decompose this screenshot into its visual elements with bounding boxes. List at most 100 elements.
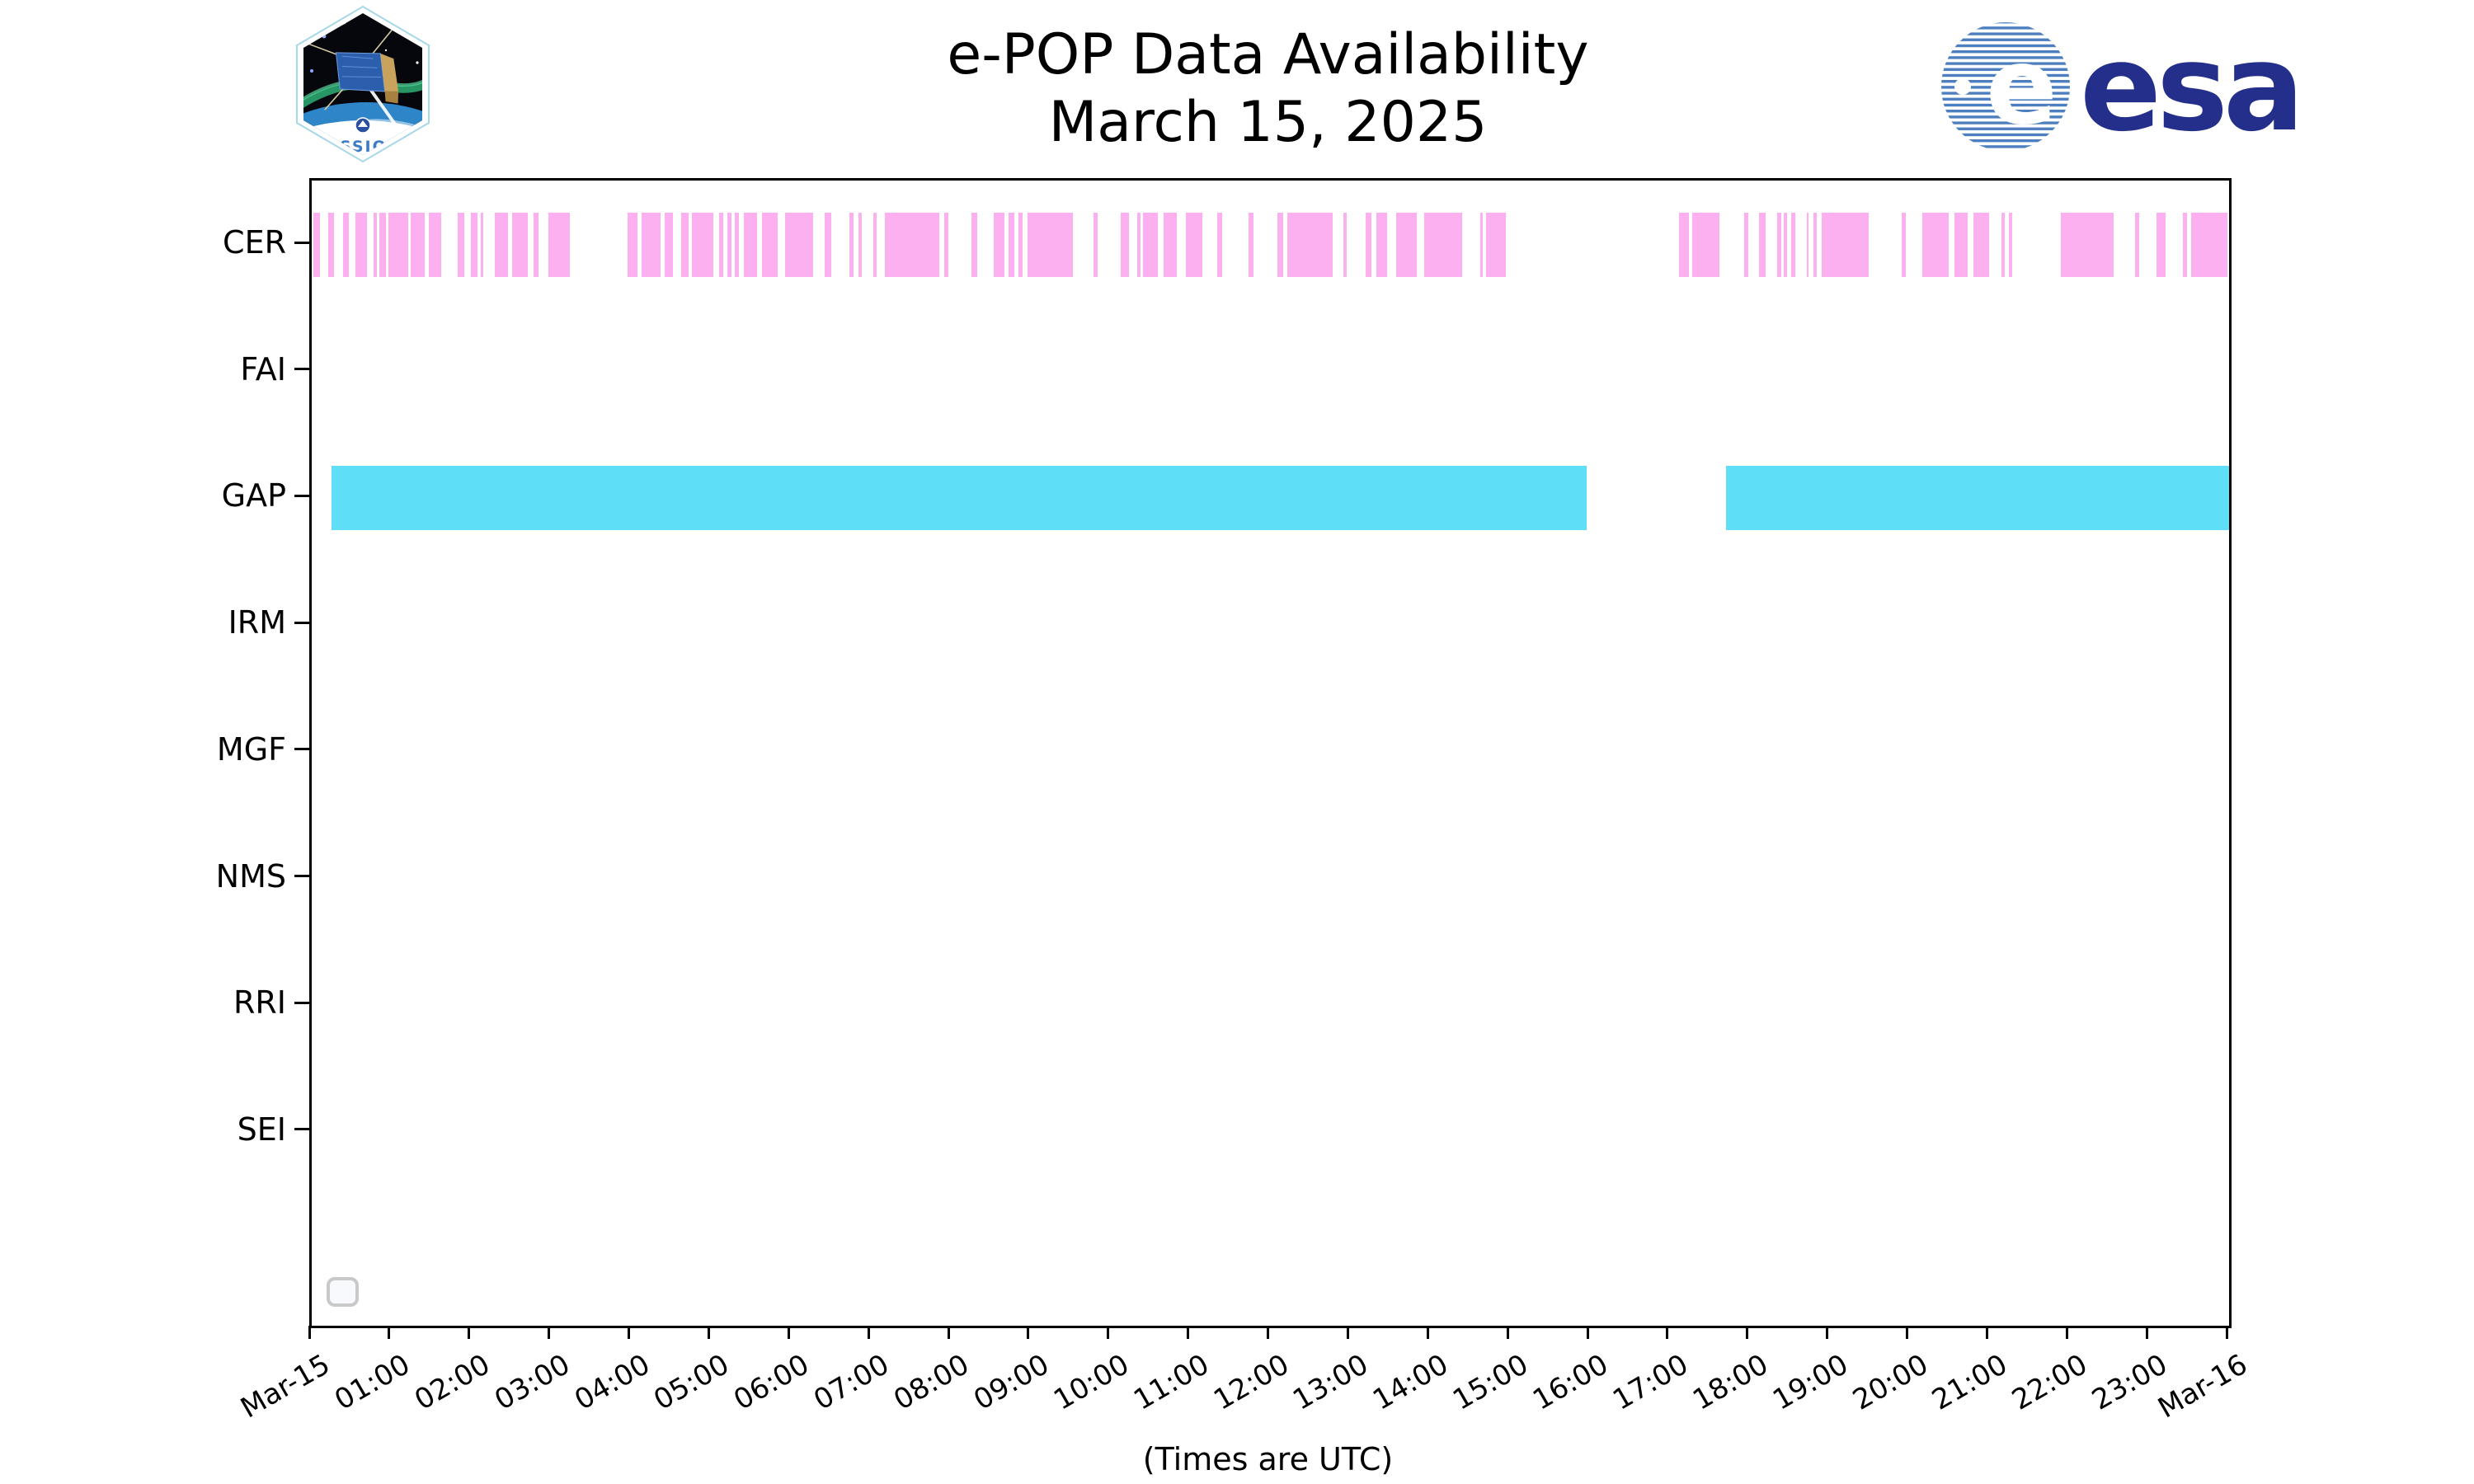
x-tick-20:00: [1906, 1326, 1908, 1339]
x-tick-Mar-15: [308, 1326, 311, 1339]
x-axis-label-17:00: 17:00: [1607, 1348, 1694, 1417]
availability-bar-CER: [692, 213, 714, 277]
availability-bar-CER: [2182, 213, 2187, 277]
availability-bar-CER: [512, 213, 528, 277]
y-axis-label-SEI: SEI: [237, 1111, 286, 1148]
availability-bar-CER: [411, 213, 425, 277]
availability-bar-CER: [494, 213, 509, 277]
x-axis-label-19:00: 19:00: [1766, 1348, 1854, 1417]
x-tick-13:00: [1346, 1326, 1349, 1339]
availability-bar-CER: [1743, 213, 1748, 277]
availability-bar-CER: [373, 213, 378, 277]
y-tick-GAP: [294, 494, 309, 497]
x-axis-label-15:00: 15:00: [1447, 1348, 1535, 1417]
x-axis-caption: (Times are UTC): [1142, 1441, 1394, 1477]
availability-bar-CER: [534, 213, 539, 277]
y-axis-label-IRM: IRM: [228, 604, 286, 641]
availability-bar-CER: [313, 213, 320, 277]
availability-bar-CER: [1678, 213, 1690, 277]
availability-bar-CER: [642, 213, 661, 277]
availability-bar-CER: [1954, 213, 1968, 277]
esa-wordmark: esa: [2080, 21, 2299, 157]
availability-bar-CER: [429, 213, 441, 277]
availability-bar-CER: [1216, 213, 1223, 277]
availability-bar-CER: [1277, 213, 1283, 277]
y-tick-RRI: [294, 1001, 309, 1004]
x-tick-03:00: [548, 1326, 551, 1339]
availability-bar-CER: [1395, 213, 1417, 277]
y-tick-MGF: [294, 748, 309, 751]
x-tick-11:00: [1187, 1326, 1190, 1339]
x-axis-label-09:00: 09:00: [968, 1348, 1055, 1417]
availability-bar-CER: [388, 213, 409, 277]
availability-bar-CER: [2156, 213, 2166, 277]
availability-bar-CER: [858, 213, 862, 277]
y-tick-NMS: [294, 875, 309, 877]
x-tick-05:00: [707, 1326, 710, 1339]
availability-bar-CER: [1486, 213, 1507, 277]
availability-bar-CER: [727, 213, 731, 277]
x-axis-label-Mar-16: Mar-16: [2152, 1348, 2253, 1425]
x-tick-Mar-16: [2225, 1326, 2228, 1339]
availability-bar-CER: [328, 213, 335, 277]
x-tick-19:00: [1826, 1326, 1829, 1339]
x-tick-02:00: [468, 1326, 471, 1339]
x-tick-10:00: [1107, 1326, 1110, 1339]
x-axis-label-20:00: 20:00: [1846, 1348, 1934, 1417]
x-axis-label-Mar-15: Mar-15: [235, 1348, 336, 1425]
availability-bar-CER: [1028, 213, 1074, 277]
availability-bar-CER: [1286, 213, 1333, 277]
x-tick-15:00: [1506, 1326, 1509, 1339]
cassiope-mission-patch-icon: CASSIOPE: [296, 5, 430, 163]
x-tick-08:00: [947, 1326, 950, 1339]
y-tick-FAI: [294, 368, 309, 371]
availability-bar-CER: [665, 213, 673, 277]
availability-bar-CER: [2134, 213, 2139, 277]
availability-bar-GAP: [332, 466, 1587, 531]
x-tick-21:00: [1985, 1326, 1988, 1339]
availability-bar-CER: [481, 213, 484, 277]
y-axis-label-RRI: RRI: [233, 984, 286, 1021]
availability-bar-CER: [1759, 213, 1766, 277]
availability-bar-CER: [1973, 213, 1990, 277]
availability-bar-CER: [1901, 213, 1906, 277]
y-tick-CER: [294, 241, 309, 244]
availability-bar-CER: [735, 213, 740, 277]
bars-layer: [312, 181, 2229, 1326]
legend-box: [327, 1277, 359, 1307]
availability-bar-CER: [1143, 213, 1158, 277]
availability-bar-CER: [548, 213, 570, 277]
availability-bar-CER: [762, 213, 778, 277]
x-tick-17:00: [1666, 1326, 1669, 1339]
x-axis-label-07:00: 07:00: [808, 1348, 896, 1417]
availability-bar-CER: [1249, 213, 1254, 277]
x-axis-label-21:00: 21:00: [1926, 1348, 2014, 1417]
x-tick-18:00: [1746, 1326, 1749, 1339]
availability-bar-CER: [680, 213, 689, 277]
availability-bar-CER: [719, 213, 723, 277]
availability-bar-CER: [379, 213, 387, 277]
availability-bar-CER: [873, 213, 877, 277]
esa-globe-icon: [1941, 22, 2070, 151]
x-tick-04:00: [628, 1326, 630, 1339]
x-axis-label-04:00: 04:00: [568, 1348, 656, 1417]
x-tick-23:00: [2145, 1326, 2148, 1339]
availability-bar-CER: [2190, 213, 2228, 277]
availability-bar-CER: [1376, 213, 1387, 277]
availability-bar-CER: [1692, 213, 1719, 277]
availability-bar-CER: [1813, 213, 1818, 277]
x-tick-22:00: [2065, 1326, 2068, 1339]
x-tick-09:00: [1027, 1326, 1030, 1339]
availability-bar-CER: [1094, 213, 1098, 277]
availability-bar-CER: [884, 213, 940, 277]
x-tick-01:00: [388, 1326, 391, 1339]
availability-bar-CER: [1018, 213, 1023, 277]
x-tick-14:00: [1426, 1326, 1429, 1339]
x-axis-label-18:00: 18:00: [1686, 1348, 1774, 1417]
availability-bar-CER: [994, 213, 1004, 277]
y-tick-IRM: [294, 621, 309, 624]
availability-bar-CER: [2008, 213, 2013, 277]
availability-bar-CER: [1922, 213, 1949, 277]
y-axis-label-GAP: GAP: [221, 477, 286, 514]
